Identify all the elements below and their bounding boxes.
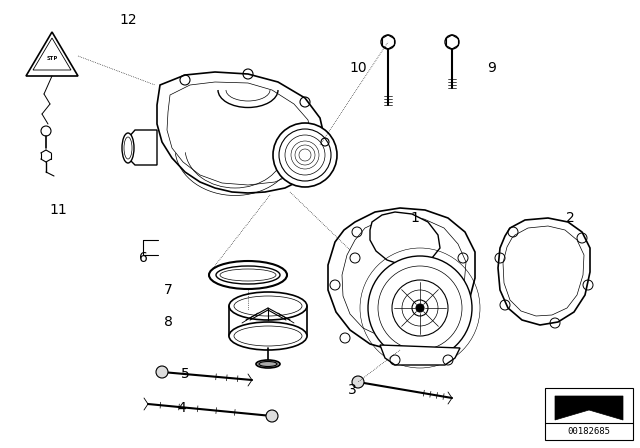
Text: 2: 2: [566, 211, 574, 225]
Polygon shape: [26, 32, 78, 76]
Polygon shape: [555, 396, 623, 420]
Text: 3: 3: [348, 383, 356, 397]
Polygon shape: [498, 218, 590, 325]
Ellipse shape: [256, 360, 280, 368]
Polygon shape: [157, 72, 325, 193]
Ellipse shape: [229, 322, 307, 350]
Circle shape: [381, 35, 395, 49]
Text: STP: STP: [46, 56, 58, 60]
Circle shape: [352, 376, 364, 388]
Circle shape: [273, 123, 337, 187]
Text: 8: 8: [164, 315, 172, 329]
Text: 6: 6: [139, 251, 147, 265]
Bar: [545, 388, 633, 440]
Circle shape: [392, 280, 448, 336]
Text: 9: 9: [488, 61, 497, 75]
Polygon shape: [380, 345, 460, 365]
Ellipse shape: [209, 261, 287, 289]
Text: 5: 5: [180, 367, 189, 381]
Circle shape: [416, 304, 424, 312]
Ellipse shape: [216, 266, 280, 284]
Text: 4: 4: [178, 401, 186, 415]
Polygon shape: [328, 208, 475, 350]
Circle shape: [156, 366, 168, 378]
Text: 10: 10: [349, 61, 367, 75]
Text: 12: 12: [119, 13, 137, 27]
Polygon shape: [125, 130, 157, 165]
Text: 11: 11: [49, 203, 67, 217]
Ellipse shape: [229, 292, 307, 320]
Circle shape: [368, 256, 472, 360]
Text: 1: 1: [411, 211, 419, 225]
Text: 7: 7: [164, 283, 172, 297]
Text: 00182685: 00182685: [568, 427, 611, 436]
Circle shape: [445, 35, 459, 49]
Ellipse shape: [122, 133, 134, 163]
Circle shape: [412, 300, 428, 316]
Polygon shape: [370, 212, 440, 265]
Circle shape: [266, 410, 278, 422]
